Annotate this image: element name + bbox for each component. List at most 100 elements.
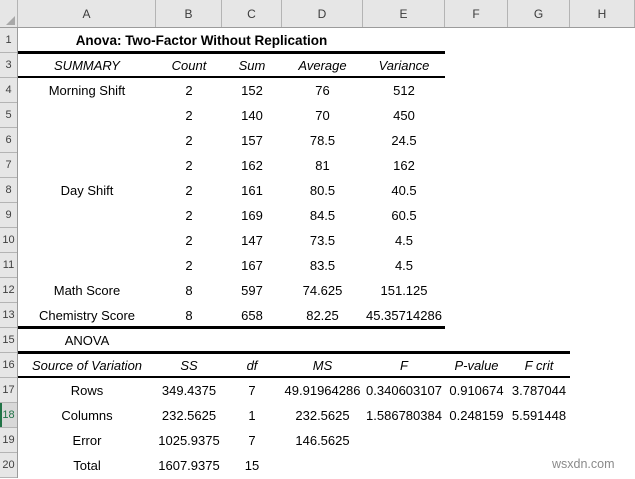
column-header-h[interactable]: H <box>570 0 635 27</box>
cell-c19[interactable]: 7 <box>248 433 256 448</box>
cell-g18[interactable]: 5.591448 <box>511 408 567 423</box>
cell-f16[interactable]: P-value <box>454 358 499 373</box>
cell-b10[interactable]: 2 <box>185 233 193 248</box>
row-header-13[interactable]: 13 <box>0 303 17 328</box>
cell-e18[interactable]: 1.586780384 <box>366 408 442 423</box>
cell-c16[interactable]: df <box>246 358 258 373</box>
cell-e3[interactable]: Variance <box>378 58 430 73</box>
cell-e10[interactable]: 4.5 <box>394 233 414 248</box>
cell-d19[interactable]: 146.5625 <box>295 433 350 448</box>
cell-b20[interactable]: 1607.9375 <box>158 458 220 473</box>
cell-d17[interactable]: 49.91964286 <box>284 383 361 398</box>
cell-c12[interactable]: 597 <box>241 283 263 298</box>
cell-a3[interactable]: SUMMARY <box>54 58 120 73</box>
row-header-11[interactable]: 11 <box>0 253 17 278</box>
cell-b4[interactable]: 2 <box>185 83 193 98</box>
cell-b13[interactable]: 8 <box>185 308 193 323</box>
cell-b12[interactable]: 8 <box>185 283 193 298</box>
cell-a16[interactable]: Source of Variation <box>31 358 143 373</box>
cell-d18[interactable]: 232.5625 <box>295 408 350 423</box>
cell-b18[interactable]: 232.5625 <box>161 408 217 423</box>
cell-e4[interactable]: 512 <box>393 83 415 98</box>
column-header-d[interactable]: D <box>282 0 363 27</box>
cell-g17[interactable]: 3.787044 <box>511 383 567 398</box>
cell-a12[interactable]: Math Score <box>53 283 121 298</box>
cell-e6[interactable]: 24.5 <box>391 133 417 148</box>
cell-a17[interactable]: Rows <box>70 383 104 398</box>
cell-a19[interactable]: Error <box>72 433 102 448</box>
column-header-g[interactable]: G <box>508 0 570 27</box>
cell-c20[interactable]: 15 <box>244 458 260 473</box>
cell-d5[interactable]: 70 <box>315 108 330 123</box>
row-header-16[interactable]: 16 <box>0 353 17 378</box>
cell-f17[interactable]: 0.910674 <box>449 383 504 398</box>
cell-b6[interactable]: 2 <box>185 133 193 148</box>
cell-d6[interactable]: 78.5 <box>309 133 336 148</box>
cell-b11[interactable]: 2 <box>185 258 193 273</box>
column-header-f[interactable]: F <box>445 0 508 27</box>
cell-a13[interactable]: Chemistry Score <box>38 308 136 323</box>
cell-e9[interactable]: 60.5 <box>391 208 417 223</box>
cell-a15-anova-label[interactable]: ANOVA <box>64 333 110 348</box>
column-header-b[interactable]: B <box>156 0 222 27</box>
cell-b8[interactable]: 2 <box>185 183 193 198</box>
cell-b16[interactable]: SS <box>180 358 198 373</box>
cell-d11[interactable]: 83.5 <box>309 258 336 273</box>
cell-a20[interactable]: Total <box>73 458 101 473</box>
row-header-20[interactable]: 20 <box>0 453 17 478</box>
row-header-5[interactable]: 5 <box>0 103 17 128</box>
cell-e12[interactable]: 151.125 <box>380 283 428 298</box>
cell-e7[interactable]: 162 <box>393 158 415 173</box>
cell-g16[interactable]: F crit <box>524 358 554 373</box>
cell-c5[interactable]: 140 <box>241 108 263 123</box>
column-header-a[interactable]: A <box>18 0 156 27</box>
cell-c7[interactable]: 162 <box>241 158 263 173</box>
row-header-10[interactable]: 10 <box>0 228 17 253</box>
cell-b5[interactable]: 2 <box>185 108 193 123</box>
cell-d8[interactable]: 80.5 <box>309 183 336 198</box>
cell-a1-title[interactable]: Anova: Two-Factor Without Replication <box>75 33 328 48</box>
row-header-3[interactable]: 3 <box>0 53 17 78</box>
cell-d12[interactable]: 74.625 <box>302 283 343 298</box>
row-header-19[interactable]: 19 <box>0 428 17 453</box>
cell-b17[interactable]: 349.4375 <box>161 383 217 398</box>
cell-c4[interactable]: 152 <box>241 83 263 98</box>
cell-c13[interactable]: 658 <box>241 308 263 323</box>
cell-d16[interactable]: MS <box>312 358 333 373</box>
row-header-1[interactable]: 1 <box>0 28 17 53</box>
cell-a8[interactable]: Day Shift <box>60 183 114 198</box>
cell-e11[interactable]: 4.5 <box>394 258 414 273</box>
cell-c6[interactable]: 157 <box>241 133 263 148</box>
cell-f18[interactable]: 0.248159 <box>449 408 504 423</box>
cell-d7[interactable]: 81 <box>315 158 330 173</box>
cell-d10[interactable]: 73.5 <box>309 233 336 248</box>
cell-c9[interactable]: 169 <box>241 208 263 223</box>
cell-e8[interactable]: 40.5 <box>391 183 417 198</box>
cell-d13[interactable]: 82.25 <box>306 308 339 323</box>
row-header-8[interactable]: 8 <box>0 178 17 203</box>
cell-e13[interactable]: 45.35714286 <box>366 308 442 323</box>
cell-e5[interactable]: 450 <box>393 108 415 123</box>
row-header-17[interactable]: 17 <box>0 378 17 403</box>
cell-e16[interactable]: F <box>400 358 408 373</box>
cell-b19[interactable]: 1025.9375 <box>158 433 220 448</box>
cell-c18[interactable]: 1 <box>248 408 256 423</box>
row-header-18-active[interactable]: 18 <box>0 403 17 428</box>
cell-a18[interactable]: Columns <box>61 408 113 423</box>
cell-b3[interactable]: Count <box>171 58 207 73</box>
row-header-15[interactable]: 15 <box>0 328 17 353</box>
cell-c3[interactable]: Sum <box>238 58 266 73</box>
cell-c17[interactable]: 7 <box>248 383 256 398</box>
row-header-12[interactable]: 12 <box>0 278 17 303</box>
cell-c8[interactable]: 161 <box>241 183 263 198</box>
cell-d4[interactable]: 76 <box>315 83 330 98</box>
column-header-e[interactable]: E <box>363 0 445 27</box>
cell-e17[interactable]: 0.340603107 <box>366 383 442 398</box>
row-header-4[interactable]: 4 <box>0 78 17 103</box>
cell-d9[interactable]: 84.5 <box>309 208 336 223</box>
cell-b9[interactable]: 2 <box>185 208 193 223</box>
cell-d3[interactable]: Average <box>298 58 347 73</box>
column-header-c[interactable]: C <box>222 0 282 27</box>
cell-a4[interactable]: Morning Shift <box>48 83 126 98</box>
row-header-7[interactable]: 7 <box>0 153 17 178</box>
